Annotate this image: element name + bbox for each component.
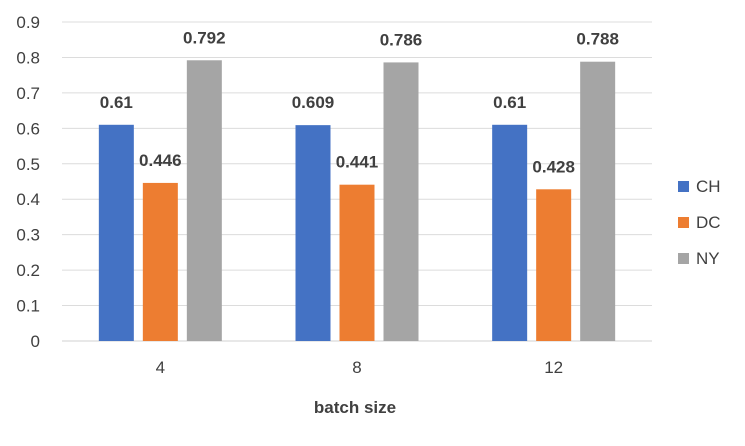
x-tick-label: 4 — [156, 358, 165, 377]
bar-ch-4 — [98, 124, 134, 342]
bar-ch-12 — [492, 124, 528, 342]
y-axis-ticks: 0 0.1 0.2 0.3 0.4 0.5 0.6 0.7 0.8 0.9 — [16, 13, 40, 351]
bar-dc-8 — [339, 184, 375, 341]
y-tick-label: 0.2 — [16, 261, 40, 280]
x-axis-title: batch size — [314, 398, 396, 417]
data-label-ch-12: 0.61 — [493, 93, 526, 112]
data-label-ch-8: 0.609 — [292, 93, 335, 112]
y-tick-label: 0.7 — [16, 84, 40, 103]
x-tick-label: 12 — [544, 358, 563, 377]
data-labels: 0.61 0.446 0.792 0.609 0.441 0.786 0.61 0.428 0.… — [100, 28, 619, 176]
legend-swatch-dc — [678, 217, 689, 228]
x-tick-label: 8 — [352, 358, 361, 377]
legend-label-ch: CH — [696, 177, 721, 196]
bar-ny-8 — [383, 62, 419, 341]
y-tick-label: 0.5 — [16, 155, 40, 174]
x-axis-ticks: 4 8 12 — [156, 358, 564, 377]
data-label-ch-4: 0.61 — [100, 93, 133, 112]
legend: CH DC NY — [678, 177, 721, 268]
data-label-ny-8: 0.786 — [380, 30, 423, 49]
y-tick-label: 0.3 — [16, 226, 40, 245]
bar-ny-12 — [580, 61, 616, 341]
legend-label-ny: NY — [696, 249, 720, 268]
y-tick-label: 0.8 — [16, 48, 40, 67]
bar-dc-12 — [536, 189, 572, 341]
legend-label-dc: DC — [696, 213, 721, 232]
data-label-dc-8: 0.441 — [336, 153, 379, 172]
y-tick-label: 0 — [31, 332, 40, 351]
bar-ny-4 — [186, 60, 222, 341]
y-tick-label: 0.6 — [16, 119, 40, 138]
data-label-dc-12: 0.428 — [532, 157, 575, 176]
data-label-ny-12: 0.788 — [576, 30, 619, 49]
legend-swatch-ny — [678, 253, 689, 264]
data-label-dc-4: 0.446 — [139, 151, 182, 170]
y-tick-label: 0.1 — [16, 297, 40, 316]
y-tick-label: 0.4 — [16, 190, 40, 209]
bars — [98, 60, 616, 342]
data-label-ny-4: 0.792 — [183, 28, 226, 47]
bar-ch-8 — [295, 125, 331, 341]
bar-dc-4 — [142, 182, 178, 341]
legend-swatch-ch — [678, 181, 689, 192]
y-tick-label: 0.9 — [16, 13, 40, 32]
